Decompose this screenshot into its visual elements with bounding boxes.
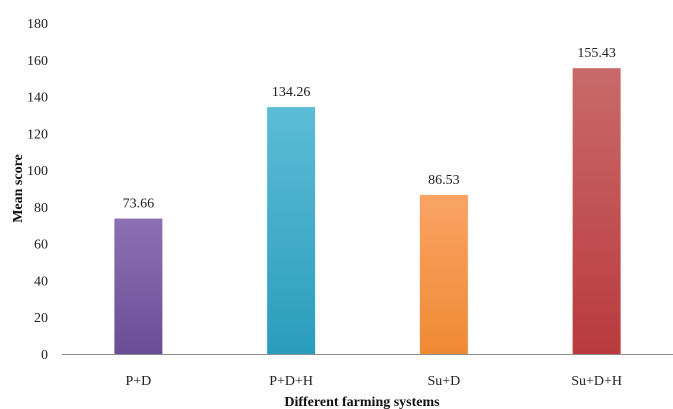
y-tick-label: 20 xyxy=(34,311,48,326)
x-axis-ticks: P+D P+D+H Su+D Su+D+H xyxy=(125,374,622,389)
y-tick-label: 120 xyxy=(27,127,48,142)
y-tick-label: 180 xyxy=(27,17,48,32)
x-tick-label: P+D xyxy=(125,374,151,389)
y-axis-ticks: 0 20 40 60 80 100 120 140 160 180 xyxy=(27,17,48,363)
y-tick-label: 100 xyxy=(27,164,48,179)
bar-p-plus-d-plus-h xyxy=(267,107,316,354)
y-axis-title: Mean score xyxy=(11,154,26,223)
y-tick-label: 140 xyxy=(27,91,48,106)
y-tick-label: 0 xyxy=(41,348,48,363)
y-tick-label: 40 xyxy=(34,274,48,289)
x-tick-label: Su+D+H xyxy=(571,374,622,389)
bar-value-label: 86.53 xyxy=(428,173,460,188)
y-tick-label: 60 xyxy=(34,238,48,253)
bar-value-label: 134.26 xyxy=(272,85,311,100)
bar-su-plus-d xyxy=(419,194,468,354)
x-tick-label: Su+D xyxy=(427,374,460,389)
bar-value-label: 155.43 xyxy=(577,46,616,61)
bar-su-plus-d-plus-h xyxy=(572,68,621,354)
x-tick-label: P+D+H xyxy=(269,374,313,389)
bars: 73.66 134.26 86.53 155.43 xyxy=(114,46,621,354)
bar-value-label: 73.66 xyxy=(123,197,155,212)
y-tick-label: 80 xyxy=(34,201,48,216)
y-tick-label: 160 xyxy=(27,54,48,69)
x-axis-title: Different farming systems xyxy=(284,395,440,409)
bar-p-plus-d xyxy=(114,218,163,354)
